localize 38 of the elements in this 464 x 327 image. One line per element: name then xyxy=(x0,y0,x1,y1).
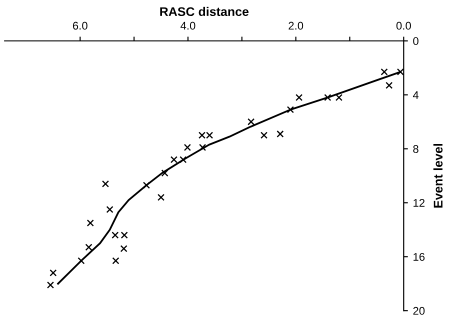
point xyxy=(86,219,94,227)
point xyxy=(157,194,165,201)
point xyxy=(106,206,114,214)
y-tick-label: 8 xyxy=(413,145,418,153)
point xyxy=(120,245,128,252)
point xyxy=(386,82,393,89)
point xyxy=(184,144,192,152)
point xyxy=(112,232,119,239)
point xyxy=(335,94,343,102)
x-tick-label: 6.0 xyxy=(72,22,88,30)
y-tick-label: 20 xyxy=(413,306,425,315)
y-tick-label: 16 xyxy=(414,252,425,261)
point xyxy=(46,281,54,289)
x-tick-label: 4.0 xyxy=(180,22,196,30)
y-tick-label: 4 xyxy=(412,91,419,99)
y-tick-label: 0 xyxy=(413,37,418,46)
x-tick-label: 0.0 xyxy=(396,22,411,30)
point xyxy=(286,106,294,114)
point xyxy=(248,118,255,126)
point xyxy=(198,144,206,152)
point xyxy=(324,94,332,102)
point xyxy=(396,68,404,76)
point xyxy=(180,156,187,164)
point xyxy=(380,68,388,76)
point xyxy=(50,269,57,276)
point xyxy=(102,180,110,188)
point xyxy=(295,94,303,102)
point xyxy=(112,257,120,264)
x-tick-label: 2.0 xyxy=(288,22,304,30)
point xyxy=(161,169,168,177)
x-axis-title: RASC distance xyxy=(160,6,249,16)
point xyxy=(170,156,178,164)
point xyxy=(260,132,268,139)
y-tick-label: 12 xyxy=(414,199,425,207)
y-axis-title: Event level xyxy=(433,144,443,208)
point xyxy=(120,232,128,239)
point xyxy=(276,130,284,138)
point xyxy=(85,244,92,251)
